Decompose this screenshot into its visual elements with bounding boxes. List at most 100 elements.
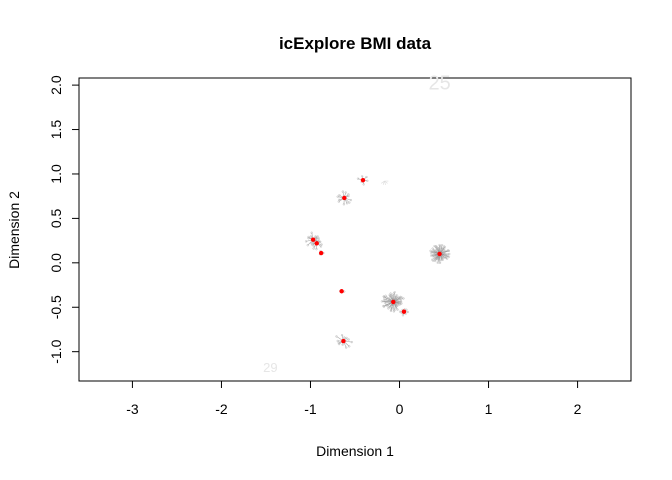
x-axis-label: Dimension 1 — [316, 443, 394, 459]
cluster-leaf-point — [312, 247, 315, 250]
cluster-leaf-point — [311, 242, 314, 245]
cluster-leaf-point — [317, 237, 320, 240]
centroid-point — [314, 241, 319, 246]
cluster-leaf-point — [344, 191, 347, 194]
cluster-leaf-point — [337, 200, 340, 203]
faint-mark-spoke — [384, 180, 386, 185]
cluster-leaf-point — [447, 249, 450, 252]
cluster-leaf-point — [447, 255, 451, 258]
cluster-leaf-point — [340, 334, 344, 337]
x-tick-label: -1 — [304, 401, 317, 417]
cluster-leaf-point — [319, 245, 323, 248]
cluster-leaf-point — [337, 198, 341, 201]
cluster-leaf-point — [383, 301, 387, 304]
cluster-leaf-point — [398, 303, 401, 306]
cluster-leaf-point — [362, 183, 365, 186]
cluster-leaf-point — [310, 231, 313, 234]
cluster-leaf-point — [393, 291, 396, 294]
cluster-leaf-point — [337, 342, 341, 346]
chart-title: icExplore BMI data — [279, 34, 432, 53]
x-tick-label: 2 — [574, 401, 582, 417]
cluster-leaf-point — [388, 297, 391, 300]
y-axis: -1.0 -0.5 0.0 0.5 1.0 1.5 2.0 — [48, 75, 80, 364]
cluster-leaf-point — [338, 194, 341, 197]
cluster-leaf-point — [431, 258, 434, 261]
cluster-leaf-point — [389, 309, 393, 313]
cluster-leaf-point — [348, 201, 351, 204]
cluster-leaf-point — [336, 339, 339, 343]
y-tick-label: -0.5 — [48, 295, 64, 319]
cluster-leaf-point — [443, 253, 447, 257]
cluster-leaf-point — [306, 244, 309, 247]
faint-layer: 25 29 — [263, 73, 451, 376]
cluster-leaf-point — [307, 237, 310, 240]
cluster-leaf-point — [347, 194, 350, 198]
cluster-leaf-point — [443, 246, 446, 249]
cluster-leaf-point — [431, 253, 434, 257]
y-tick-label: 1.0 — [48, 164, 64, 184]
cluster-leaf-point — [380, 300, 384, 303]
centroid-point — [360, 177, 366, 183]
cluster-leaf-point — [345, 202, 349, 205]
centroid-point — [437, 251, 442, 257]
cluster-leaf-point — [395, 294, 398, 297]
y-tick-label: 2.0 — [48, 75, 64, 95]
centroid-point — [339, 289, 344, 294]
cluster-leaf-point — [444, 256, 447, 259]
cluster-leaf-point — [382, 298, 386, 301]
cluster-leaf-point — [345, 346, 348, 349]
x-axis: -3 -2 -1 0 1 2 — [126, 380, 582, 417]
faint-mark-spoke — [384, 180, 388, 184]
cluster-leaf-point — [396, 308, 399, 311]
cluster-leaf-point — [436, 261, 439, 264]
cluster-leaf-point — [365, 175, 368, 179]
cluster-leaf-point — [342, 203, 346, 206]
cluster-leaf-point — [387, 307, 390, 310]
cluster-leaf-point — [309, 235, 313, 238]
cluster-leaf-point — [304, 240, 308, 243]
cluster-leaf-point — [440, 258, 443, 262]
cluster-leaf-point — [398, 310, 402, 313]
y-tick-label: 0.5 — [48, 208, 64, 228]
cluster-leaf-point — [405, 308, 408, 311]
x-tick-label: 0 — [396, 401, 404, 417]
centroid-point — [318, 250, 324, 256]
y-tick-label: 0.0 — [48, 253, 64, 273]
cluster-leaf-point — [350, 340, 354, 344]
cluster-leaf-point — [343, 336, 346, 339]
point-layer — [310, 177, 442, 344]
cluster-leaf-point — [386, 304, 389, 308]
cluster-leaf-point — [347, 338, 350, 341]
cluster-leaf-point — [320, 243, 323, 246]
faint-mark-spoke — [380, 180, 385, 184]
cluster-leaf-point — [399, 300, 403, 304]
cluster-leaf-point — [345, 336, 348, 340]
centroid-point — [391, 299, 396, 305]
y-axis-label: Dimension 2 — [6, 191, 22, 269]
cluster-leaf-point — [434, 257, 437, 260]
cluster-leaf-point — [429, 254, 433, 257]
centroid-point — [341, 338, 346, 344]
cluster-leaf-point — [390, 294, 394, 297]
centroid-point — [342, 195, 347, 201]
cluster-leaf-point — [401, 314, 405, 317]
cluster-leaf-point — [341, 343, 344, 346]
cluster-leaf-point — [366, 179, 369, 182]
cluster-leaf-point — [382, 304, 385, 308]
cluster-leaf-point — [336, 195, 339, 198]
cluster-leaf-point — [348, 345, 351, 348]
cluster-leaf-point — [307, 235, 310, 239]
centroid-point — [401, 309, 407, 314]
cluster-leaf-point — [406, 310, 410, 314]
cluster-leaf-point — [392, 310, 396, 313]
spoke-layer — [304, 175, 451, 349]
cluster-leaf-point — [441, 244, 444, 247]
cluster-leaf-point — [337, 341, 340, 344]
cluster-leaf-point — [384, 294, 387, 297]
plot-frame — [78, 77, 632, 382]
faint-label: 25 — [428, 73, 450, 95]
cluster-leaf-point — [310, 242, 313, 245]
x-tick-label: 1 — [485, 401, 493, 417]
cluster-leaf-point — [438, 243, 441, 247]
